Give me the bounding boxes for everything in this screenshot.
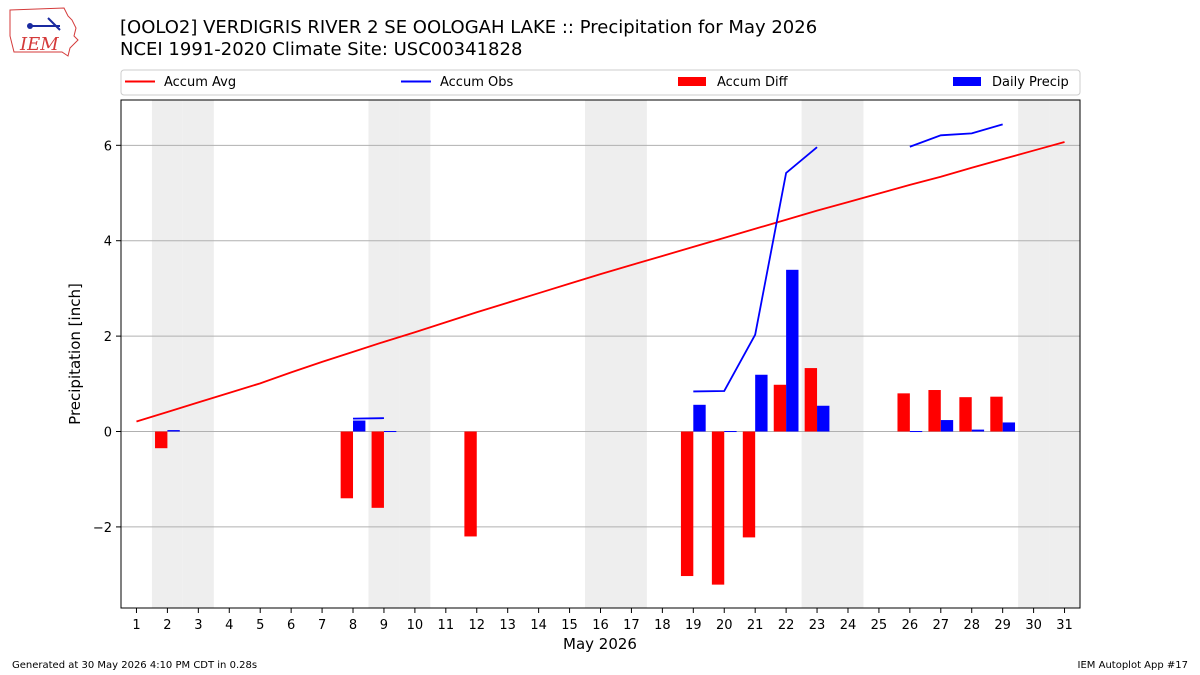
footer-generated: Generated at 30 May 2026 4:10 PM CDT in … xyxy=(12,660,258,671)
accum-diff-bar-day-8 xyxy=(340,431,354,499)
accum-diff-bar-day-29 xyxy=(990,396,1003,432)
accum-diff-bar-day-19 xyxy=(680,431,694,577)
x-tick-label-23: 23 xyxy=(809,618,826,633)
bars xyxy=(155,269,1016,585)
daily-precip-bar-day-23 xyxy=(817,405,830,432)
iem-logo: IEM xyxy=(8,6,80,58)
x-tick-label-31: 31 xyxy=(1056,618,1073,633)
x-tick-label-27: 27 xyxy=(933,618,950,633)
x-tick-label-17: 17 xyxy=(623,618,640,633)
weekend-band-10 xyxy=(399,100,431,608)
weekend-band-23 xyxy=(801,100,833,608)
accum-diff-bar-day-9 xyxy=(371,431,384,508)
x-tick-label-4: 4 xyxy=(225,618,233,633)
accum-diff-bar-day-12 xyxy=(464,431,477,537)
x-tick-label-6: 6 xyxy=(287,618,295,633)
y-axis-label: Precipitation [inch] xyxy=(66,283,84,425)
accum-obs-line-segment-3 xyxy=(909,123,1003,148)
accum-diff-bar-day-20 xyxy=(711,431,725,585)
accum-diff-bar-day-26 xyxy=(897,393,910,432)
legend-label-4: Daily Precip xyxy=(992,75,1069,90)
weekend-band-24 xyxy=(832,100,864,608)
daily-precip-bar-day-9 xyxy=(383,431,397,433)
weekend-band-30 xyxy=(1018,100,1050,608)
legend-label-2: Accum Obs xyxy=(440,75,513,90)
weekend-band-2 xyxy=(151,100,183,608)
weekend-band-31 xyxy=(1049,100,1080,608)
weekend-band-17 xyxy=(615,100,647,608)
accum-lines xyxy=(136,123,1065,423)
accum-diff-bar-day-21 xyxy=(742,431,756,538)
weekend-band-3 xyxy=(182,100,214,608)
chart-title: [OOLO2] VERDIGRIS RIVER 2 SE OOLOGAH LAK… xyxy=(120,17,817,61)
title-line-1: [OOLO2] VERDIGRIS RIVER 2 SE OOLOGAH LAK… xyxy=(120,17,818,38)
accum-avg-line xyxy=(136,141,1065,423)
daily-precip-bar-day-8 xyxy=(353,420,366,432)
legend-label-3: Accum Diff xyxy=(717,75,789,90)
accum-diff-bar-day-22 xyxy=(773,384,787,432)
daily-precip-bar-day-29 xyxy=(1002,422,1016,432)
x-tick-label-12: 12 xyxy=(468,618,485,633)
x-tick-label-24: 24 xyxy=(840,618,857,633)
x-tick-label-18: 18 xyxy=(654,618,671,633)
x-tick-label-9: 9 xyxy=(380,618,388,633)
x-tick-label-22: 22 xyxy=(778,618,795,633)
x-tick-label-16: 16 xyxy=(592,618,609,633)
x-tick-label-11: 11 xyxy=(438,618,455,633)
x-tick-label-14: 14 xyxy=(530,618,547,633)
x-axis-label: May 2026 xyxy=(563,635,637,653)
legend-swatch-4 xyxy=(953,77,981,86)
x-tick-label-5: 5 xyxy=(256,618,264,633)
x-tick-label-30: 30 xyxy=(1025,618,1042,633)
weekend-band-9 xyxy=(368,100,400,608)
daily-precip-bar-day-28 xyxy=(971,429,985,432)
x-tick-label-29: 29 xyxy=(994,618,1011,633)
x-tick-label-19: 19 xyxy=(685,618,702,633)
logo-text: IEM xyxy=(19,34,59,55)
x-tick-label-13: 13 xyxy=(499,618,516,633)
weekend-shading xyxy=(151,100,1080,608)
y-tick-label--2: −2 xyxy=(93,521,112,536)
legend-frame xyxy=(120,69,1081,96)
title-line-2: NCEI 1991-2020 Climate Site: USC00341828 xyxy=(120,39,523,60)
x-tick-label-25: 25 xyxy=(871,618,888,633)
daily-precip-bar-day-21 xyxy=(755,374,768,432)
accum-obs-line-segment-2 xyxy=(693,146,818,393)
x-tick-label-15: 15 xyxy=(561,618,578,633)
legend-swatch-3 xyxy=(678,77,706,86)
weekend-band-16 xyxy=(585,100,616,608)
x-tick-label-26: 26 xyxy=(902,618,919,633)
daily-precip-bar-day-22 xyxy=(786,269,799,432)
y-tick-label-4: 4 xyxy=(104,235,112,250)
x-tick-label-1: 1 xyxy=(132,618,140,633)
accum-diff-bar-day-23 xyxy=(804,368,818,432)
daily-precip-bar-day-19 xyxy=(693,404,706,432)
x-axis-ticks: 1 2 3 4 5 6 7 8 9 10 11 12 13 14 15 16 17 18 19 20 21 22 23 24 2… xyxy=(132,608,1073,633)
y-axis-ticks: −2 0 2 4 6 xyxy=(93,139,121,536)
legend: Accum Avg Accum Obs Accum Diff Daily Precip xyxy=(120,69,1081,96)
y-tick-label-0: 0 xyxy=(104,426,112,441)
x-tick-label-7: 7 xyxy=(318,618,326,633)
x-tick-label-3: 3 xyxy=(194,618,202,633)
accum-diff-bar-day-28 xyxy=(959,397,972,432)
y-tick-label-6: 6 xyxy=(104,139,112,154)
accum-diff-bar-day-27 xyxy=(928,390,941,432)
daily-precip-bar-day-27 xyxy=(940,420,954,432)
y-tick-label-2: 2 xyxy=(104,330,112,345)
x-tick-label-8: 8 xyxy=(349,618,357,633)
x-tick-label-10: 10 xyxy=(407,618,424,633)
daily-precip-bar-day-2 xyxy=(167,430,180,432)
footer-app: IEM Autoplot App #17 xyxy=(1077,660,1188,671)
x-tick-label-28: 28 xyxy=(963,618,980,633)
x-tick-label-20: 20 xyxy=(716,618,733,633)
legend-label-1: Accum Avg xyxy=(164,75,236,90)
daily-precip-bar-day-26 xyxy=(909,431,923,433)
daily-precip-bar-day-20 xyxy=(724,431,737,433)
accum-diff-bar-day-2 xyxy=(155,431,168,449)
x-tick-label-21: 21 xyxy=(747,618,764,633)
x-tick-label-2: 2 xyxy=(163,618,171,633)
